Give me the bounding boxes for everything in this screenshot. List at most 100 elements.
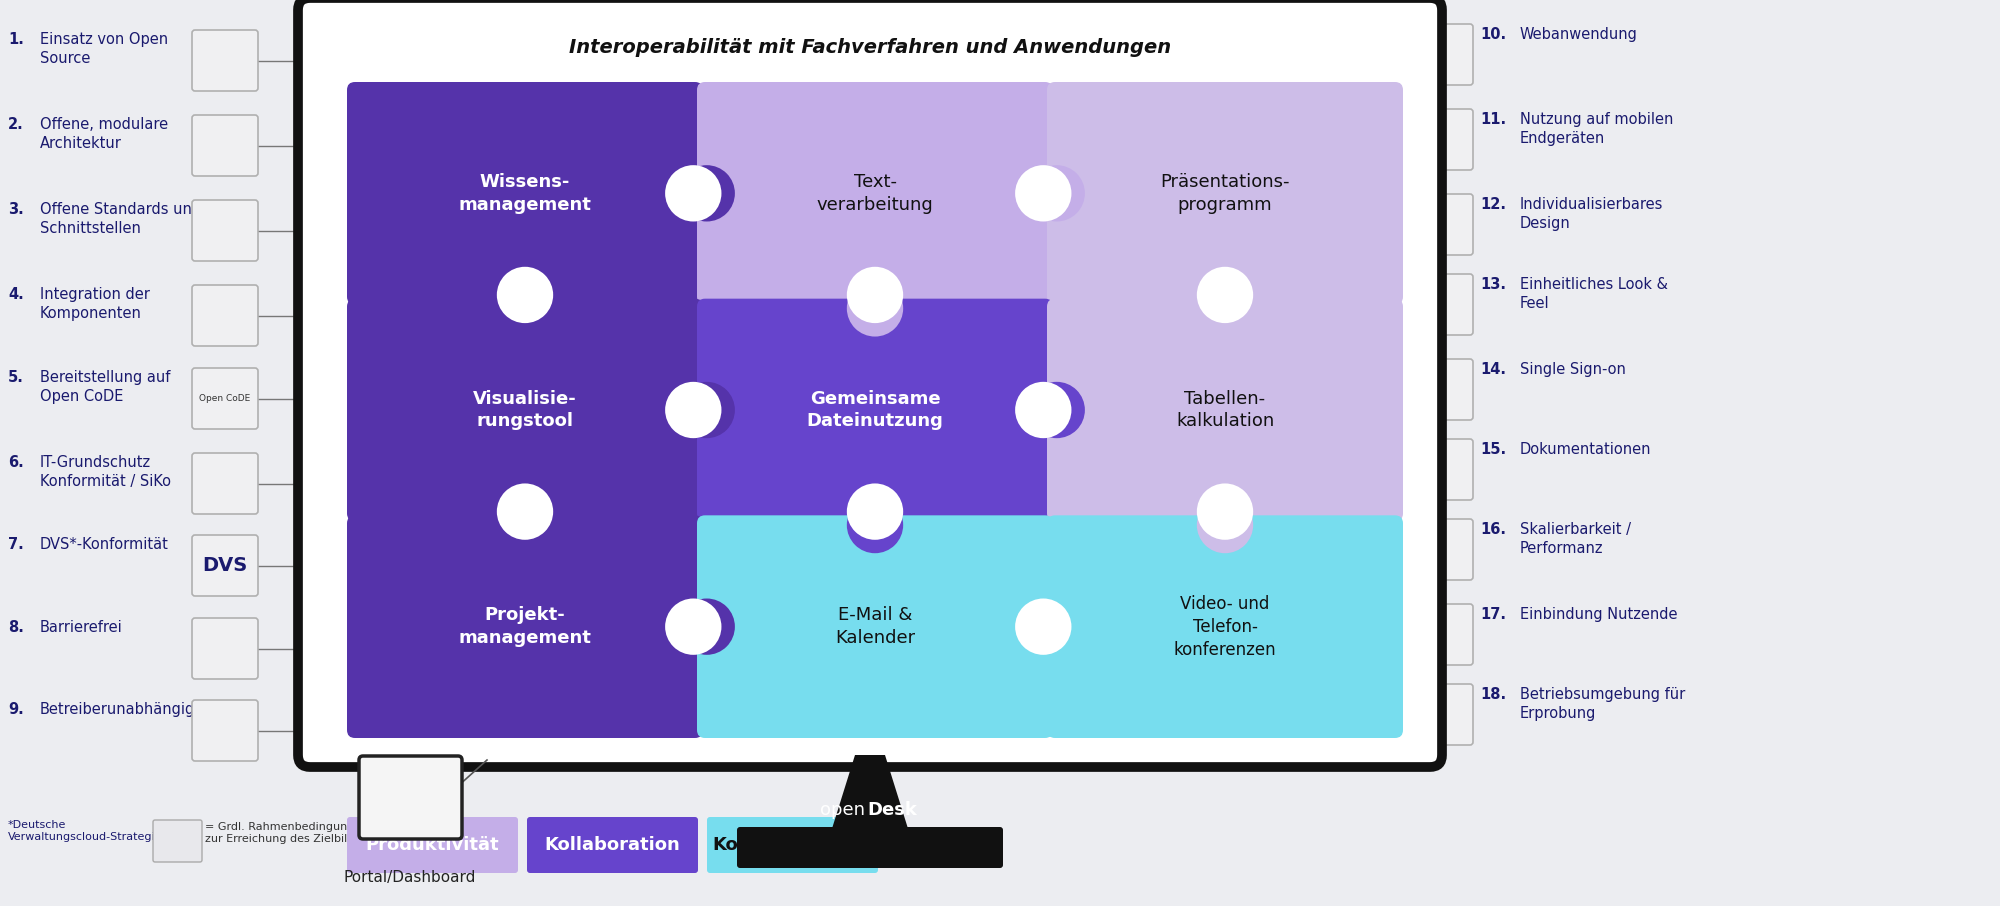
- FancyBboxPatch shape: [1048, 82, 1404, 304]
- FancyBboxPatch shape: [192, 368, 258, 429]
- FancyBboxPatch shape: [1408, 684, 1472, 745]
- Text: DVS*-Konformität: DVS*-Konformität: [40, 537, 168, 552]
- FancyBboxPatch shape: [348, 516, 704, 738]
- Text: 2.: 2.: [8, 117, 24, 132]
- FancyBboxPatch shape: [698, 299, 1052, 521]
- Text: Skalierbarkeit /
Performanz: Skalierbarkeit / Performanz: [1520, 522, 1632, 555]
- Text: 3.: 3.: [8, 202, 24, 217]
- Text: Desk: Desk: [868, 801, 916, 819]
- Circle shape: [496, 496, 554, 554]
- Circle shape: [1196, 280, 1254, 336]
- FancyBboxPatch shape: [298, 0, 1442, 767]
- Circle shape: [496, 484, 554, 540]
- FancyBboxPatch shape: [348, 82, 704, 304]
- Text: Tabellen-
kalkulation: Tabellen- kalkulation: [1176, 390, 1274, 430]
- Text: Bereitstellung auf
Open CoDE: Bereitstellung auf Open CoDE: [40, 370, 170, 403]
- Circle shape: [678, 381, 734, 439]
- FancyBboxPatch shape: [348, 299, 704, 521]
- Text: Einheitliches Look &
Feel: Einheitliches Look & Feel: [1520, 277, 1668, 311]
- Text: 17.: 17.: [1480, 607, 1506, 622]
- FancyBboxPatch shape: [348, 817, 518, 873]
- Circle shape: [846, 484, 904, 540]
- Text: = Grdl. Rahmenbedingungen
zur Erreichung des Zielbildes: = Grdl. Rahmenbedingungen zur Erreichung…: [206, 822, 368, 844]
- Text: Einsatz von Open
Source: Einsatz von Open Source: [40, 32, 168, 65]
- Text: 14.: 14.: [1480, 362, 1506, 377]
- FancyBboxPatch shape: [1408, 519, 1472, 580]
- Text: 6.: 6.: [8, 455, 24, 470]
- FancyBboxPatch shape: [698, 82, 1052, 304]
- Circle shape: [1196, 496, 1254, 554]
- Text: Kollaboration: Kollaboration: [544, 836, 680, 854]
- Text: Produktivität: Produktivität: [366, 836, 498, 854]
- Text: 4.: 4.: [8, 287, 24, 302]
- Text: Individualisierbares
Design: Individualisierbares Design: [1520, 197, 1664, 231]
- Text: Integration der
Komponenten: Integration der Komponenten: [40, 287, 150, 321]
- FancyBboxPatch shape: [192, 700, 258, 761]
- Text: 15.: 15.: [1480, 442, 1506, 457]
- FancyBboxPatch shape: [1408, 109, 1472, 170]
- Polygon shape: [830, 755, 910, 835]
- FancyBboxPatch shape: [360, 756, 462, 839]
- Circle shape: [496, 266, 554, 323]
- Circle shape: [496, 280, 554, 336]
- Text: 18.: 18.: [1480, 687, 1506, 702]
- Circle shape: [678, 599, 734, 655]
- Circle shape: [846, 280, 904, 336]
- Text: DVS: DVS: [202, 556, 248, 575]
- Text: E-Mail &
Kalender: E-Mail & Kalender: [834, 606, 916, 647]
- Circle shape: [666, 165, 722, 221]
- Circle shape: [1028, 381, 1084, 439]
- Text: Dokumentationen: Dokumentationen: [1520, 442, 1652, 457]
- FancyBboxPatch shape: [1408, 439, 1472, 500]
- Text: 10.: 10.: [1480, 27, 1506, 42]
- FancyBboxPatch shape: [736, 827, 1004, 868]
- FancyBboxPatch shape: [1048, 299, 1404, 521]
- Circle shape: [846, 496, 904, 554]
- Circle shape: [666, 381, 722, 439]
- Text: Open CoDE: Open CoDE: [200, 394, 250, 403]
- FancyBboxPatch shape: [192, 285, 258, 346]
- FancyBboxPatch shape: [1408, 194, 1472, 255]
- FancyBboxPatch shape: [1408, 274, 1472, 335]
- Text: Nutzung auf mobilen
Endgeräten: Nutzung auf mobilen Endgeräten: [1520, 112, 1674, 146]
- Text: 8.: 8.: [8, 620, 24, 635]
- Text: 11.: 11.: [1480, 112, 1506, 127]
- FancyBboxPatch shape: [1408, 359, 1472, 420]
- Circle shape: [846, 266, 904, 323]
- Text: open: open: [820, 801, 864, 819]
- Text: Single Sign-on: Single Sign-on: [1520, 362, 1626, 377]
- Circle shape: [1028, 599, 1084, 655]
- Text: Betreiberunabhängig: Betreiberunabhängig: [40, 702, 196, 717]
- Text: 5.: 5.: [8, 370, 24, 385]
- FancyBboxPatch shape: [192, 30, 258, 91]
- Text: *Deutsche
Verwaltungscloud-Strategie: *Deutsche Verwaltungscloud-Strategie: [8, 820, 162, 843]
- Circle shape: [1016, 599, 1072, 655]
- Text: Wissens-
management: Wissens- management: [458, 173, 592, 214]
- Text: Einbindung Nutzende: Einbindung Nutzende: [1520, 607, 1678, 622]
- FancyBboxPatch shape: [1408, 24, 1472, 85]
- Circle shape: [1016, 381, 1072, 439]
- FancyBboxPatch shape: [1408, 604, 1472, 665]
- FancyBboxPatch shape: [1048, 516, 1404, 738]
- Text: IT-Grundschutz
Konformität / SiKo: IT-Grundschutz Konformität / SiKo: [40, 455, 172, 488]
- FancyBboxPatch shape: [192, 453, 258, 514]
- FancyBboxPatch shape: [192, 115, 258, 176]
- Text: Portal/Dashboard: Portal/Dashboard: [344, 870, 476, 885]
- Circle shape: [666, 599, 722, 655]
- Text: Kommunikation: Kommunikation: [712, 836, 872, 854]
- Text: Interoperabilität mit Fachverfahren und Anwendungen: Interoperabilität mit Fachverfahren und …: [568, 38, 1172, 57]
- FancyBboxPatch shape: [192, 618, 258, 679]
- Text: Webanwendung: Webanwendung: [1520, 27, 1638, 42]
- Text: Projekt-
management: Projekt- management: [458, 606, 592, 647]
- Circle shape: [1016, 165, 1072, 221]
- Text: 16.: 16.: [1480, 522, 1506, 537]
- Text: Video- und
Telefon-
konferenzen: Video- und Telefon- konferenzen: [1174, 594, 1276, 659]
- Text: Betriebsumgebung für
Erprobung: Betriebsumgebung für Erprobung: [1520, 687, 1686, 720]
- Circle shape: [1028, 165, 1084, 221]
- Text: 7.: 7.: [8, 537, 24, 552]
- Text: Visualisie-
rungstool: Visualisie- rungstool: [474, 390, 576, 430]
- Text: Text-
verarbeitung: Text- verarbeitung: [816, 173, 934, 214]
- Circle shape: [678, 165, 734, 221]
- Text: Präsentations-
programm: Präsentations- programm: [1160, 173, 1290, 214]
- Circle shape: [1196, 484, 1254, 540]
